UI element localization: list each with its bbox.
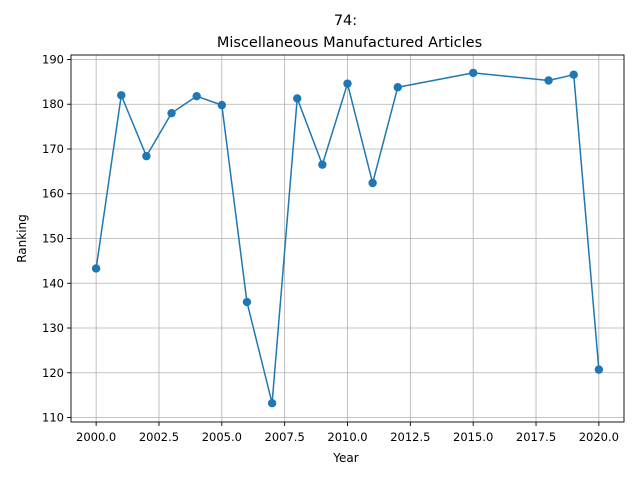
x-tick-label: 2012.5 xyxy=(390,430,430,444)
y-tick-label: 190 xyxy=(42,52,64,66)
y-tick-label: 130 xyxy=(42,321,64,335)
x-tick-label: 2010.0 xyxy=(327,430,367,444)
x-tick-label: 2002.5 xyxy=(139,430,179,444)
data-point xyxy=(242,297,252,307)
x-tick-label: 2007.5 xyxy=(265,430,305,444)
x-tick-label: 2005.0 xyxy=(202,430,242,444)
data-point xyxy=(117,91,126,100)
chart-title-line1: 74: xyxy=(334,13,357,29)
chart-title-line2: Miscellaneous Manufactured Articles xyxy=(217,35,482,51)
y-tick-label: 170 xyxy=(42,142,64,156)
data-point xyxy=(267,399,277,408)
x-tick-label: 2000.0 xyxy=(76,430,116,444)
data-point xyxy=(167,108,176,118)
data-point xyxy=(142,151,151,161)
y-tick-label: 150 xyxy=(42,232,64,246)
y-tick-label: 120 xyxy=(42,366,64,380)
data-point xyxy=(192,91,201,101)
data-point xyxy=(293,94,302,103)
series-ranking xyxy=(91,68,604,408)
y-tick-label: 110 xyxy=(42,411,64,425)
data-point xyxy=(393,83,402,92)
x-axis-label: Year xyxy=(332,451,358,465)
grid-lines xyxy=(71,55,624,422)
data-point xyxy=(91,264,101,273)
data-point xyxy=(544,76,553,85)
x-tick-label: 2020.0 xyxy=(579,430,619,444)
y-axis-label: Ranking xyxy=(15,214,29,263)
y-tick-label: 140 xyxy=(42,276,64,290)
data-point xyxy=(569,70,578,79)
data-point xyxy=(217,100,227,110)
data-point xyxy=(594,365,604,374)
x-tick-label: 2017.5 xyxy=(516,430,556,444)
data-point xyxy=(468,68,478,78)
axis-ticks: 2000.0 2002.5 2005.0 2007.5 2010.0 2012.5 2015… xyxy=(42,52,619,444)
y-tick-label: 160 xyxy=(42,187,64,201)
data-point xyxy=(318,160,327,169)
x-tick-label: 2015.0 xyxy=(453,430,493,444)
data-point xyxy=(343,79,352,88)
data-point xyxy=(368,178,377,188)
y-tick-label: 180 xyxy=(42,97,64,111)
